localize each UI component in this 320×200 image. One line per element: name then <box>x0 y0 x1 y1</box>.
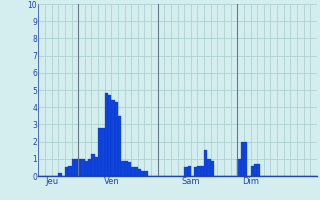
Bar <box>141 171 144 176</box>
Bar <box>111 100 115 176</box>
Bar <box>68 166 72 176</box>
Bar <box>65 167 68 176</box>
Bar <box>244 142 247 176</box>
Bar <box>58 173 61 176</box>
Bar <box>134 167 138 176</box>
Bar <box>237 159 241 176</box>
Bar <box>211 161 214 176</box>
Bar <box>197 166 201 176</box>
Bar <box>188 166 191 176</box>
Bar <box>72 159 75 176</box>
Bar <box>101 128 105 176</box>
Bar <box>204 150 207 176</box>
Bar <box>85 161 88 176</box>
Bar <box>128 162 131 176</box>
Bar <box>257 164 260 176</box>
Bar <box>115 102 118 176</box>
Bar <box>138 169 141 176</box>
Bar <box>88 159 92 176</box>
Bar <box>241 142 244 176</box>
Bar <box>105 93 108 176</box>
Bar <box>124 161 128 176</box>
Bar <box>131 167 134 176</box>
Bar <box>98 128 101 176</box>
Bar <box>184 167 188 176</box>
Bar <box>92 154 95 176</box>
Bar <box>201 166 204 176</box>
Bar <box>254 164 257 176</box>
Bar <box>75 159 78 176</box>
Bar <box>78 159 82 176</box>
Bar <box>194 167 197 176</box>
Bar <box>251 166 254 176</box>
Bar <box>82 159 85 176</box>
Bar <box>118 116 121 176</box>
Bar <box>207 159 211 176</box>
Bar <box>144 171 148 176</box>
Bar <box>108 95 111 176</box>
Bar <box>121 161 124 176</box>
Bar <box>95 157 98 176</box>
